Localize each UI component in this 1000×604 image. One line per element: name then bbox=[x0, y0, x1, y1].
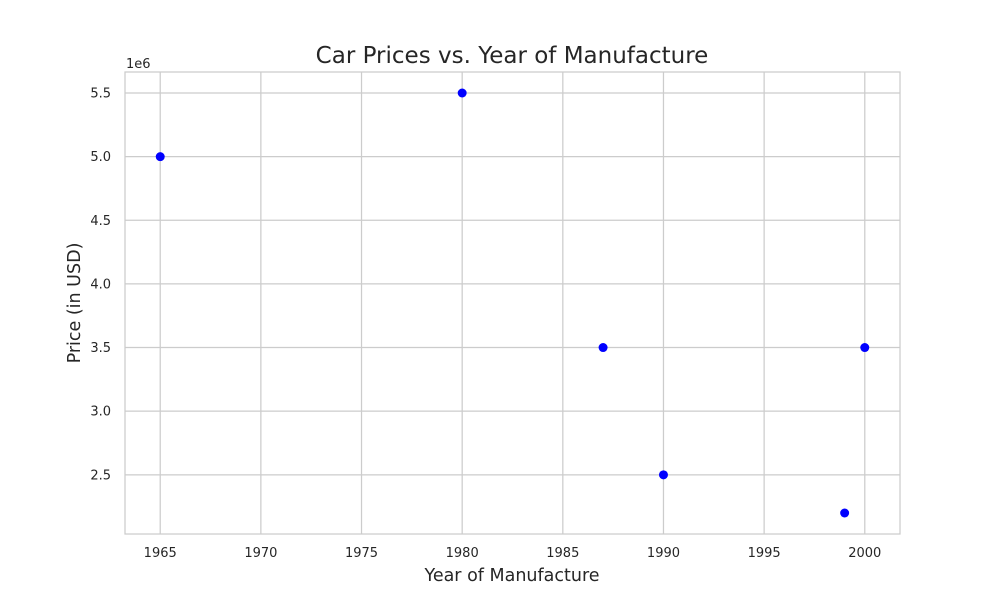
data-point bbox=[860, 343, 870, 353]
y-tick-label: 4.0 bbox=[90, 277, 111, 292]
data-point bbox=[457, 88, 467, 98]
grid bbox=[125, 72, 900, 534]
y-tick-label: 3.0 bbox=[90, 405, 111, 420]
data-points bbox=[155, 88, 870, 518]
y-tick-label: 4.5 bbox=[90, 214, 111, 229]
data-point bbox=[155, 152, 165, 162]
x-tick-label: 1990 bbox=[647, 546, 680, 561]
data-point bbox=[658, 470, 668, 480]
y-tick-labels: 2.5 3.0 3.5 4.0 4.5 5.0 5.5 bbox=[90, 87, 111, 484]
x-axis-label: Year of Manufacture bbox=[423, 566, 599, 586]
data-point bbox=[598, 343, 608, 353]
plot-frame bbox=[124, 71, 901, 535]
x-tick-label: 1985 bbox=[546, 546, 579, 561]
x-tick-label: 1970 bbox=[244, 546, 277, 561]
y-tick-label: 3.5 bbox=[90, 341, 111, 356]
x-tick-label: 2000 bbox=[848, 546, 881, 561]
x-tick-label: 1975 bbox=[345, 546, 378, 561]
x-tick-labels: 1965 1970 1975 1980 1985 1990 1995 2000 bbox=[144, 546, 882, 561]
y-tick-label: 5.5 bbox=[90, 87, 111, 102]
x-tick-label: 1965 bbox=[144, 546, 177, 561]
y-offset-label: 1e6 bbox=[126, 57, 151, 72]
x-tick-label: 1980 bbox=[446, 546, 479, 561]
data-point bbox=[840, 508, 850, 518]
x-tick-label: 1995 bbox=[748, 546, 781, 561]
y-tick-label: 2.5 bbox=[90, 468, 111, 483]
y-tick-label: 5.0 bbox=[90, 150, 111, 165]
chart-title: Car Prices vs. Year of Manufacture bbox=[316, 43, 709, 69]
y-axis-label: Price (in USD) bbox=[65, 243, 85, 364]
